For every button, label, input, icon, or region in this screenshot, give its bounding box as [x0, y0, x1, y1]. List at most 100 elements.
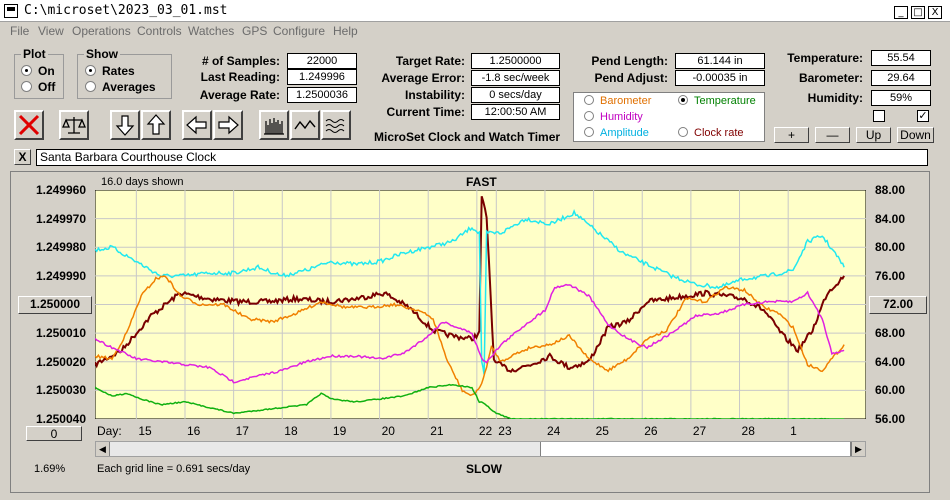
plot-off-radio[interactable]: Off	[21, 80, 55, 94]
average-error-value: -1.8 sec/week	[471, 70, 560, 86]
scroll-thumb[interactable]	[540, 442, 851, 456]
menu-operations[interactable]: Operations	[72, 24, 131, 38]
show-rates-radio[interactable]: Rates	[85, 64, 135, 78]
option-checkbox-1[interactable]	[873, 110, 885, 122]
horizontal-scrollbar[interactable]: ◀ ▶	[95, 441, 866, 457]
series-line-amplitude	[95, 209, 845, 375]
pend-adjust-label: Pend Adjust:	[594, 71, 668, 85]
rate-chart[interactable]	[95, 190, 866, 419]
fast-label: FAST	[466, 175, 497, 189]
x-axis-tick: 28	[741, 424, 755, 438]
zero-button[interactable]: 0	[26, 426, 82, 441]
x-axis-tick: 20	[381, 424, 395, 438]
series-line-temperature	[95, 383, 845, 419]
right-center-button[interactable]: 72.00	[869, 296, 927, 314]
radio-dot	[85, 81, 96, 92]
series-line-barometer	[95, 275, 845, 397]
x-axis-tick: 27	[692, 424, 707, 438]
x-axis-tick: 1	[790, 424, 797, 438]
percent-label: 1.69%	[34, 463, 66, 475]
right-axis-tick: 60.00	[875, 383, 906, 398]
menu-gps[interactable]: GPS	[242, 24, 268, 38]
close-button[interactable]: X	[928, 6, 942, 19]
histogram-icon	[264, 118, 284, 135]
clock-name-input[interactable]: Santa Barbara Courthouse Clock	[36, 149, 928, 166]
minimize-button[interactable]: _	[894, 6, 908, 19]
pend-length-value: 61.144 in	[675, 53, 765, 69]
red-x-icon	[18, 114, 40, 136]
plot-group: Plot	[14, 47, 64, 99]
temperature-label: Temperature:	[787, 51, 863, 65]
plus-button[interactable]: +	[774, 127, 809, 143]
slow-label: SLOW	[466, 462, 502, 476]
show-group: Show	[77, 47, 172, 99]
right-arrow-button[interactable]	[213, 110, 243, 140]
option-checkbox-2[interactable]: ✓	[917, 110, 929, 122]
noise-plot-button[interactable]	[321, 110, 351, 140]
left-axis-tick: 1.250020	[35, 354, 86, 369]
title-bar: C:\microset\2023_03_01.mst _ □ X	[0, 0, 950, 22]
scroll-left-icon[interactable]: ◀	[96, 442, 110, 456]
x-axis-tick: 15	[138, 424, 152, 438]
x-axis-tick: 17	[235, 424, 249, 438]
pend-length-label: Pend Length:	[591, 54, 668, 68]
multi-wave-icon	[325, 119, 345, 133]
clock-rate-option[interactable]: Clock rate	[678, 127, 744, 139]
scroll-right-icon[interactable]: ▶	[851, 442, 865, 456]
up-arrow-button[interactable]	[141, 110, 171, 140]
right-axis-tick: 88.00	[875, 183, 906, 197]
maximize-button[interactable]: □	[911, 6, 925, 19]
menu-help[interactable]: Help	[333, 24, 358, 38]
right-axis-tick: 76.00	[875, 268, 906, 283]
average-rate-value: 1.2500036	[287, 87, 357, 103]
window-title: C:\microset\2023_03_01.mst	[24, 3, 228, 18]
amplitude-option[interactable]: Amplitude	[584, 127, 649, 139]
left-axis-tick: 1.249970	[35, 211, 86, 226]
target-rate-value: 1.2500000	[471, 53, 560, 69]
target-rate-label: Target Rate:	[395, 54, 465, 68]
menu-view[interactable]: View	[38, 24, 64, 38]
day-prefix-label: Day:	[97, 424, 122, 438]
x-axis-tick: 16	[186, 424, 201, 438]
menu-file[interactable]: File	[10, 24, 30, 38]
current-time-value: 12:00:50 AM	[471, 104, 560, 120]
radio-selected-dot	[678, 95, 688, 105]
barometer-option[interactable]: Barometer	[584, 95, 651, 107]
menu-controls[interactable]: Controls	[137, 24, 182, 38]
barometer-value: 29.64	[871, 70, 931, 86]
right-axis-tick: 84.00	[875, 211, 906, 226]
menu-watches[interactable]: Watches	[188, 24, 235, 38]
arrow-down-icon	[115, 115, 135, 136]
left-axis-tick: 1.250030	[35, 383, 86, 398]
plot-on-radio[interactable]: On	[21, 64, 55, 78]
right-axis-tick: 68.00	[875, 326, 906, 341]
show-averages-radio[interactable]: Averages	[85, 80, 156, 94]
stop-button[interactable]	[14, 110, 44, 140]
center-rate-button[interactable]: 1.250000	[18, 296, 92, 314]
x-axis-tick: 26	[644, 424, 658, 438]
down-arrow-button[interactable]	[110, 110, 140, 140]
pend-adjust-value: -0.00035 in	[675, 70, 765, 86]
line-plot-button[interactable]	[290, 110, 320, 140]
left-arrow-button[interactable]	[182, 110, 212, 140]
balance-button[interactable]	[59, 110, 89, 140]
menu-configure[interactable]: Configure	[273, 24, 326, 38]
samples-value: 22000	[287, 53, 357, 69]
humidity-value: 59%	[871, 90, 931, 106]
temperature-option[interactable]: Temperature	[678, 95, 756, 107]
down-button[interactable]: Down	[897, 127, 934, 143]
sensor-options-box	[573, 92, 765, 142]
left-axis-tick: 1.249990	[35, 268, 86, 283]
clear-clock-name-button[interactable]: X	[14, 149, 31, 165]
x-axis-tick: 24	[546, 424, 561, 438]
up-button[interactable]: Up	[856, 127, 891, 143]
radio-selected-dot	[85, 65, 96, 76]
histogram-button[interactable]	[259, 110, 289, 140]
chart-panel	[10, 171, 930, 493]
app-icon	[4, 4, 18, 18]
radio-dot	[21, 81, 32, 92]
humidity-option[interactable]: Humidity	[584, 111, 643, 123]
minus-button[interactable]: —	[815, 127, 850, 143]
arrow-right-icon	[218, 115, 239, 135]
series-line-humidity	[95, 283, 845, 384]
